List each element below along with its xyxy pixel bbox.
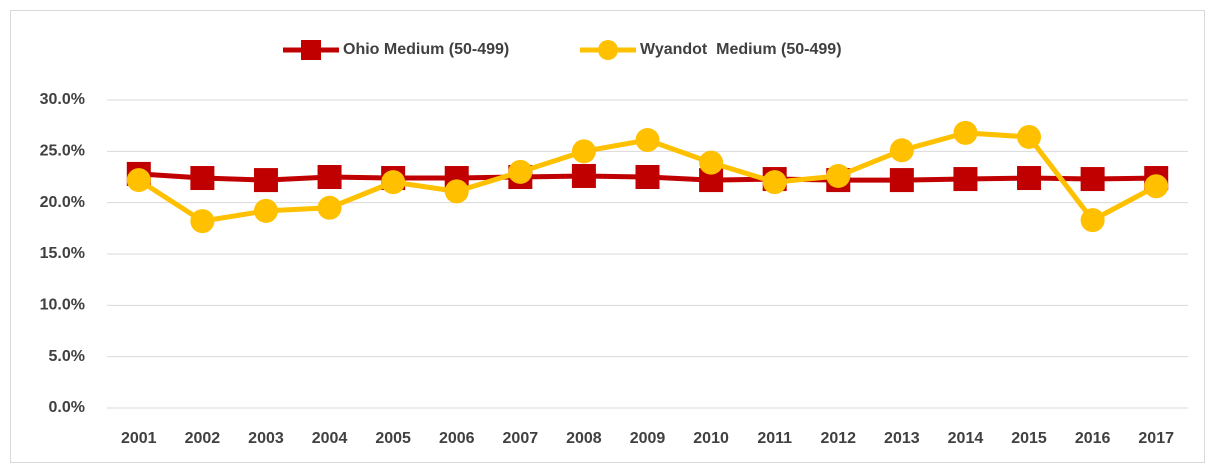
marker [1080, 208, 1105, 233]
x-tick-label: 2013 [884, 430, 920, 447]
x-tick-label: 2014 [948, 430, 984, 447]
marker [762, 170, 787, 195]
marker [1017, 166, 1042, 191]
x-tick-label: 2007 [503, 430, 539, 447]
x-tick-label: 2009 [630, 430, 666, 447]
marker [126, 168, 151, 193]
y-tick-label: 10.0% [40, 297, 85, 314]
marker [508, 159, 533, 184]
marker [1144, 174, 1169, 199]
y-tick-label: 30.0% [40, 91, 85, 108]
marker [381, 170, 406, 195]
marker [317, 195, 342, 220]
marker [1017, 124, 1042, 149]
x-tick-label: 2010 [693, 430, 729, 447]
marker [889, 138, 914, 163]
x-tick-label: 2012 [820, 430, 856, 447]
y-tick-label: 20.0% [40, 194, 85, 211]
marker [444, 179, 469, 204]
legend-label: Ohio Medium (50-499) [343, 41, 509, 58]
y-tick-label: 25.0% [40, 143, 85, 160]
x-tick-label: 2017 [1138, 430, 1174, 447]
marker [253, 198, 278, 223]
x-tick-label: 2005 [375, 430, 411, 447]
y-tick-label: 0.0% [49, 399, 85, 416]
legend-label: Wyandot Medium (50-499) [640, 41, 842, 58]
x-tick-label: 2011 [757, 430, 792, 447]
marker [953, 167, 978, 192]
marker [826, 163, 851, 188]
marker [1080, 167, 1105, 192]
x-tick-label: 2002 [185, 430, 221, 447]
x-tick-label: 2001 [121, 430, 157, 447]
x-tick-label: 2004 [312, 430, 348, 447]
x-tick-label: 2003 [248, 430, 284, 447]
marker [889, 168, 914, 193]
chart-frame [10, 10, 1205, 463]
marker [953, 120, 978, 145]
legend-marker [598, 40, 618, 60]
marker [635, 165, 660, 189]
y-tick-label: 15.0% [40, 245, 85, 262]
marker [190, 209, 215, 234]
marker [635, 128, 660, 153]
marker [571, 163, 596, 188]
x-tick-label: 2015 [1011, 430, 1047, 447]
marker [317, 165, 342, 189]
y-tick-label: 5.0% [49, 348, 85, 365]
marker [190, 166, 215, 191]
x-tick-label: 2016 [1075, 430, 1111, 447]
x-tick-label: 2008 [566, 430, 602, 447]
x-tick-label: 2006 [439, 430, 475, 447]
marker [253, 168, 278, 193]
legend-marker [301, 40, 321, 60]
marker [571, 139, 596, 164]
marker [699, 150, 724, 175]
